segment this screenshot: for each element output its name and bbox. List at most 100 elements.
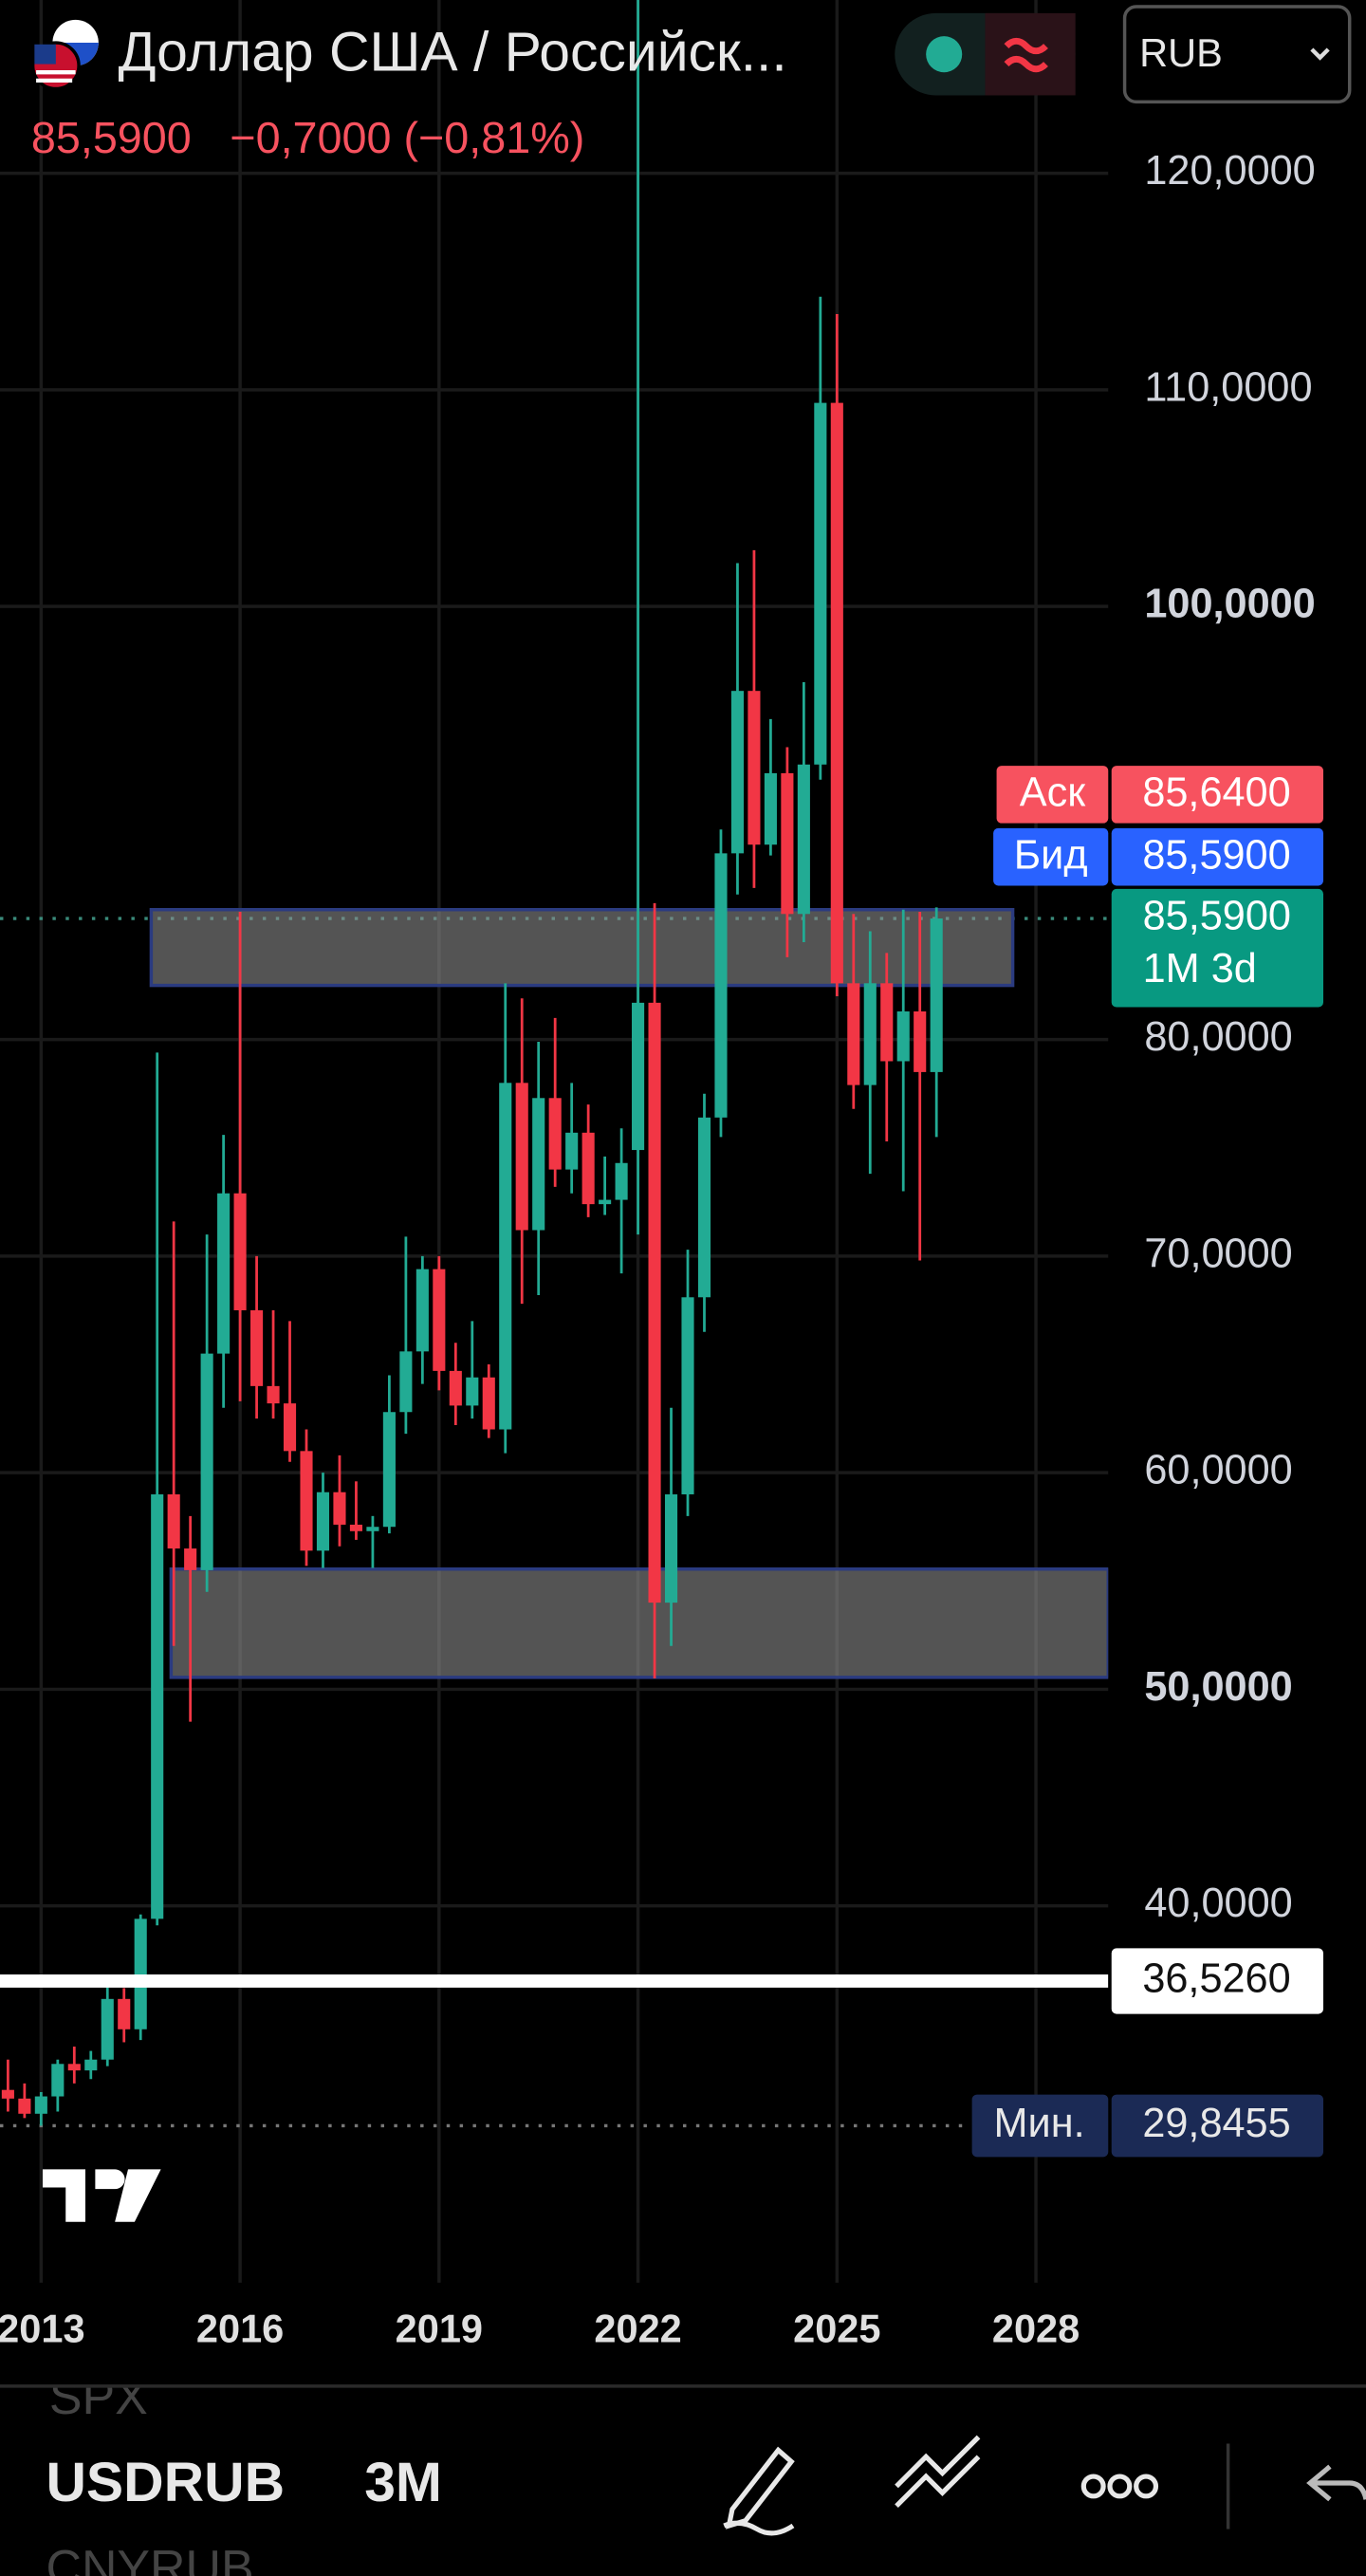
x-tick-label: 2016 [196, 2307, 284, 2351]
draw-button[interactable] [723, 2446, 795, 2536]
candle-body [134, 1918, 147, 2029]
candle-body [283, 1403, 297, 1452]
last-price: 85,5900 [31, 113, 192, 162]
currency-box [1122, 5, 1352, 104]
x-tick-label: 2022 [594, 2307, 681, 2351]
currency-select[interactable]: RUB [1122, 5, 1352, 104]
dot [1134, 2474, 1159, 2499]
candle-body [84, 2059, 98, 2071]
toggle-right [985, 12, 1076, 96]
plot [0, 0, 1109, 2126]
candle-body [466, 1377, 479, 1406]
min-value-box [1111, 2094, 1323, 2158]
candle-body [797, 764, 810, 915]
market-open-dot [926, 36, 963, 73]
candle-body [880, 983, 894, 1062]
candle-body [830, 402, 843, 984]
candle-body [548, 1098, 562, 1170]
candle-body [18, 2098, 31, 2114]
candle-body [581, 1132, 595, 1205]
candle-body [267, 1385, 280, 1404]
candle-body [847, 983, 860, 1085]
symbol-current[interactable]: USDRUB [46, 2452, 285, 2513]
candle-body [499, 1083, 512, 1430]
x-tick-label: 2028 [992, 2307, 1080, 2351]
candle-body [433, 1269, 446, 1371]
x-tick-label: 2025 [793, 2307, 880, 2351]
hline-label-box [1111, 1948, 1323, 2014]
candle-body [896, 1010, 910, 1062]
candle-body [914, 1010, 927, 1072]
delayed-icon [1004, 37, 1048, 73]
candle-body [300, 1451, 313, 1551]
candle-body [515, 1083, 528, 1231]
last-price-box [1111, 888, 1323, 1008]
pencil-icon [723, 2446, 795, 2536]
trend-button[interactable] [895, 2435, 981, 2509]
candle-body [449, 1370, 462, 1406]
y-tick-label: 80,0000 [1144, 1014, 1292, 1060]
symbol-header[interactable]: Доллар США / Российск... [30, 19, 787, 91]
axis-labels: 40,0000 50,0000 60,0000 70,0000 80,0000 100,0… [0, 148, 1323, 2351]
y-tick-label: 50,0000 [1144, 1664, 1292, 1710]
y-tick-label: 70,0000 [1144, 1231, 1292, 1276]
candle-body [34, 2096, 47, 2114]
hline-label: 36,5260 [1142, 1955, 1290, 2001]
bid-value-box [1111, 827, 1323, 886]
candle-body [814, 402, 827, 765]
candle-body [118, 1998, 131, 2029]
zone [169, 1567, 1109, 1679]
candle-body [664, 1493, 678, 1603]
candle-body [697, 1117, 711, 1298]
tradingview-logo [43, 2169, 161, 2222]
currency-text: RUB [1139, 30, 1223, 75]
candle-body [764, 772, 777, 845]
candle-body [167, 1493, 180, 1549]
y-tick-label: 100,0000 [1144, 582, 1315, 627]
y-tick-label: 120,0000 [1144, 148, 1315, 194]
ask-name: Аск [1020, 770, 1086, 816]
candle-body [930, 918, 943, 1072]
x-tick-label: 2019 [396, 2307, 483, 2351]
trend-icon [895, 2435, 981, 2509]
ask-value-box [1111, 766, 1323, 824]
min-name: Мин. [994, 2101, 1085, 2146]
ask-value: 85,6400 [1142, 770, 1290, 816]
candle-body [51, 2064, 65, 2097]
bid-name-box [993, 827, 1109, 886]
candle-body [200, 1353, 213, 1570]
ask-name-box [996, 766, 1109, 824]
dot [1107, 2474, 1133, 2499]
symbol-title: Доллар США / Российск... [119, 21, 787, 83]
candle-body [615, 1162, 628, 1200]
candle-body [730, 691, 745, 854]
toolbar: SPX USDRUB CNYRUB [46, 2370, 285, 2576]
interval[interactable]: 3M [364, 2452, 442, 2513]
min-value: 29,8455 [1142, 2101, 1290, 2146]
candle-body [366, 1527, 379, 1531]
undo-button[interactable] [1306, 2464, 1366, 2502]
symbol-prev[interactable]: SPX [49, 2370, 148, 2426]
candle-body [101, 1998, 114, 2060]
y-tick-label: 60,0000 [1144, 1448, 1292, 1493]
last-price-label: 85,5900 [1143, 893, 1291, 938]
bid-value: 85,5900 [1142, 832, 1290, 878]
candle-body [681, 1297, 694, 1494]
candle-body [1, 2089, 14, 2099]
status-toggle[interactable] [895, 12, 1076, 96]
candle-body [748, 691, 761, 845]
more-button[interactable] [1080, 2474, 1159, 2499]
min-name-box [971, 2094, 1109, 2158]
price-change: −0,7000 (−0,81%) [230, 113, 584, 162]
bid-name: Бид [1014, 832, 1088, 878]
candle-body [532, 1098, 545, 1231]
candle-body [482, 1377, 495, 1430]
candle-body [349, 1524, 362, 1531]
candle-body [233, 1193, 247, 1310]
y-tick-label: 110,0000 [1144, 364, 1312, 410]
candle-body [714, 853, 728, 1118]
symbol-next[interactable]: CNYRUB [46, 2541, 253, 2576]
candle-body [781, 772, 794, 915]
candle-body [217, 1193, 231, 1354]
